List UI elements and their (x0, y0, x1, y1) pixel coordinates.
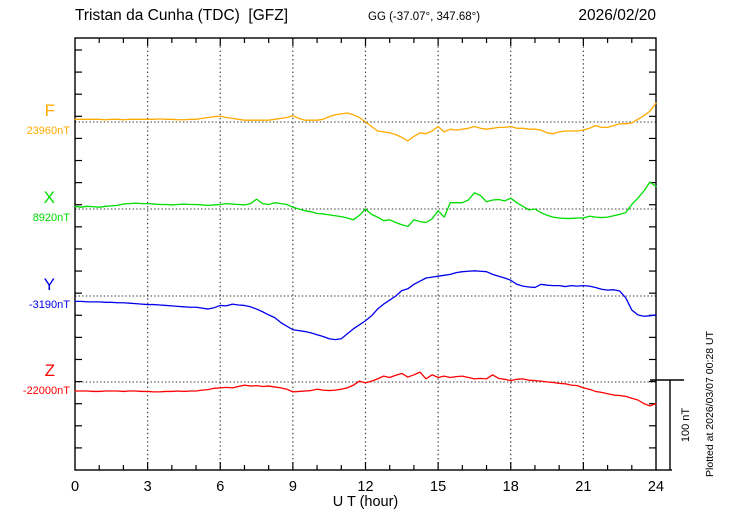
x-tick-label: 6 (216, 479, 224, 495)
baseline-value-Z: -22000nT (22, 385, 70, 397)
plot-frame (74, 37, 657, 471)
trace-F (74, 102, 657, 142)
station-coordinates: GG (-37.07°, 347.68°) (368, 11, 481, 23)
plot-date: 2026/02/20 (578, 7, 656, 24)
trace-X (74, 181, 657, 228)
x-tick-label: 9 (289, 479, 297, 495)
trace-label-F: F (44, 101, 55, 120)
x-tick-label: 24 (648, 479, 664, 495)
trace-Y (74, 270, 657, 341)
trace-label-Y: Y (43, 275, 55, 294)
trace-label-X: X (43, 188, 55, 207)
x-tick-label: 12 (357, 479, 373, 495)
trace-Z (74, 371, 657, 407)
x-tick-label: 15 (430, 479, 446, 495)
x-tick-label: 0 (71, 479, 79, 495)
baseline-value-X: 8920nT (32, 212, 70, 224)
baseline-value-Y: -3190nT (29, 299, 70, 311)
x-axis-title: U T (hour) (333, 494, 399, 510)
x-tick-label: 18 (503, 479, 519, 495)
trace-label-Z: Z (44, 361, 55, 380)
x-tick-label: 21 (575, 479, 591, 495)
station-title: Tristan da Cunha (TDC) [GFZ] (75, 7, 289, 24)
baseline-value-F: 23960nT (26, 125, 70, 137)
x-tick-label: 3 (144, 479, 152, 495)
